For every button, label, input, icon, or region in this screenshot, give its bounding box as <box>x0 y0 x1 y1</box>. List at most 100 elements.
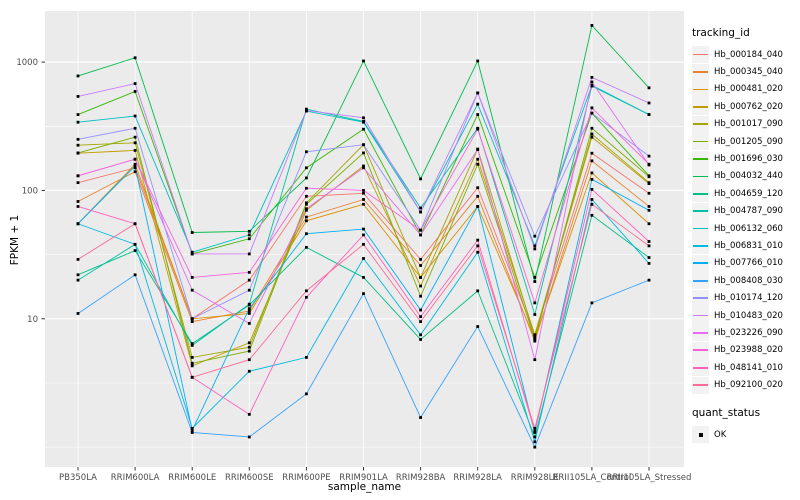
legend-label: Hb_023226_090 <box>714 327 783 338</box>
legend-label: Hb_000184_040 <box>714 49 783 60</box>
data-point <box>476 127 480 131</box>
data-point <box>133 162 137 166</box>
data-point <box>76 174 80 178</box>
data-point <box>76 95 80 98</box>
data-point <box>647 256 651 259</box>
legend-line-icon <box>693 314 708 317</box>
data-point <box>647 244 651 248</box>
x-tick-label: RRIM928LA <box>453 473 502 483</box>
data-point <box>133 149 137 152</box>
data-point <box>476 289 480 293</box>
data-point <box>647 154 651 158</box>
data-point <box>247 322 251 325</box>
legend-line-icon <box>693 140 708 143</box>
legend-item-Hb_006132_060: Hb_006132_060 <box>692 220 798 238</box>
data-point <box>190 426 194 430</box>
data-point <box>476 186 480 190</box>
data-point <box>362 276 365 279</box>
data-point <box>190 342 194 346</box>
legend-label: Hb_010483_020 <box>714 310 783 321</box>
data-point <box>533 429 537 433</box>
legend-item-Hb_001205_090: Hb_001205_090 <box>692 133 798 151</box>
data-point <box>590 187 594 191</box>
data-point <box>533 335 537 339</box>
data-point <box>533 358 537 362</box>
data-point <box>133 273 137 277</box>
data-point <box>647 278 651 282</box>
data-point <box>533 339 537 343</box>
data-point <box>133 166 137 170</box>
data-point <box>647 208 651 212</box>
data-point <box>247 288 251 292</box>
x-tick-label: RRIM600LE <box>168 473 216 483</box>
legend-line-icon <box>693 227 708 230</box>
x-tick-label: RRIM600SE <box>225 473 274 483</box>
data-point <box>419 228 422 232</box>
data-point <box>590 126 594 130</box>
data-point <box>76 120 80 124</box>
data-point <box>590 106 594 110</box>
legend-label: Hb_006132_060 <box>714 223 783 234</box>
data-point <box>76 151 80 155</box>
data-point <box>362 202 365 206</box>
legend-line-icon <box>693 53 708 56</box>
data-point <box>305 289 308 293</box>
legend-label: Hb_008408_030 <box>714 275 783 286</box>
legend-line-icon <box>693 366 708 369</box>
data-point <box>533 333 537 337</box>
data-point <box>76 113 80 116</box>
legend-key <box>692 324 709 342</box>
y-axis-title: FPKM + 1 <box>9 214 21 266</box>
data-point <box>590 213 594 217</box>
data-point <box>190 364 194 368</box>
data-point <box>76 74 80 78</box>
data-point <box>533 440 537 444</box>
data-point <box>647 262 651 265</box>
data-point <box>362 191 365 195</box>
data-point <box>247 435 251 439</box>
legend-line-icon <box>693 332 708 334</box>
data-point <box>590 177 594 181</box>
x-tick-label: RRIM928LE <box>511 473 559 483</box>
data-point <box>247 302 251 306</box>
data-point <box>533 301 537 305</box>
data-point <box>305 208 308 212</box>
legend-line-icon <box>693 262 708 265</box>
legend-line-icon <box>693 71 708 73</box>
legend-item-Hb_001017_090: Hb_001017_090 <box>692 115 798 133</box>
data-point <box>362 164 365 168</box>
legend-key <box>692 167 709 185</box>
data-point <box>305 166 308 170</box>
data-point <box>133 141 137 145</box>
data-point <box>362 198 365 201</box>
data-point <box>419 315 422 318</box>
legend-item-Hb_023226_090: Hb_023226_090 <box>692 324 798 342</box>
data-point <box>590 301 594 305</box>
legend-key <box>692 237 709 255</box>
legend-label: Hb_000762_020 <box>714 101 783 112</box>
data-point <box>133 249 137 252</box>
data-point <box>247 412 251 416</box>
data-point <box>590 151 594 155</box>
data-point <box>305 202 308 206</box>
data-point <box>76 205 80 208</box>
legend-line-icon <box>693 279 708 282</box>
legend-line-icon <box>693 158 708 160</box>
data-point <box>247 229 251 233</box>
data-point <box>362 292 365 296</box>
data-point <box>476 244 480 248</box>
data-point <box>190 344 194 347</box>
legend-label: Hb_004787_090 <box>714 206 783 217</box>
x-tick-label: RRIM600LA <box>111 473 160 483</box>
data-point <box>533 234 537 238</box>
data-point <box>190 375 194 379</box>
data-point <box>190 361 194 365</box>
data-point <box>419 333 422 337</box>
data-point <box>590 132 594 136</box>
legend-item-Hb_001696_030: Hb_001696_030 <box>692 150 798 168</box>
legend-label: Hb_010174_120 <box>714 293 783 304</box>
x-tick-label: RRIM600PE <box>282 473 330 483</box>
legend-key <box>692 341 709 359</box>
legend-line-icon <box>693 384 708 386</box>
data-point <box>133 242 137 246</box>
